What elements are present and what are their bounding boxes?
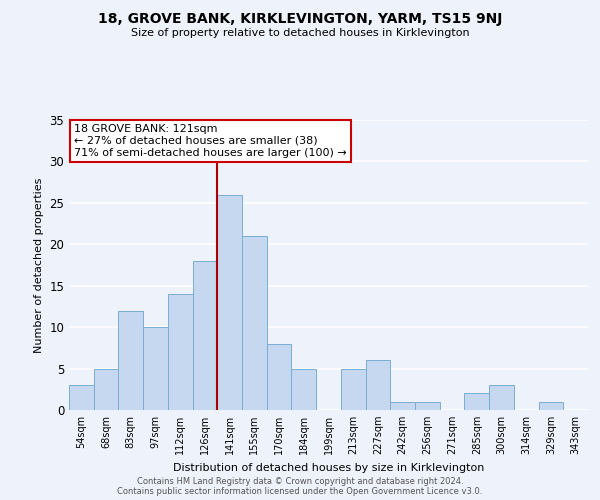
Bar — [390, 402, 415, 410]
Bar — [267, 344, 292, 410]
Text: 18, GROVE BANK, KIRKLEVINGTON, YARM, TS15 9NJ: 18, GROVE BANK, KIRKLEVINGTON, YARM, TS1… — [98, 12, 502, 26]
Bar — [193, 261, 217, 410]
Text: 18 GROVE BANK: 121sqm
← 27% of detached houses are smaller (38)
71% of semi-deta: 18 GROVE BANK: 121sqm ← 27% of detached … — [74, 124, 347, 158]
X-axis label: Distribution of detached houses by size in Kirklevington: Distribution of detached houses by size … — [173, 462, 484, 472]
Bar — [94, 368, 118, 410]
Bar — [539, 402, 563, 410]
Bar — [242, 236, 267, 410]
Bar — [365, 360, 390, 410]
Bar — [143, 327, 168, 410]
Bar — [168, 294, 193, 410]
Bar — [69, 385, 94, 410]
Bar — [118, 310, 143, 410]
Bar — [217, 194, 242, 410]
Bar — [489, 385, 514, 410]
Text: Contains public sector information licensed under the Open Government Licence v3: Contains public sector information licen… — [118, 487, 482, 496]
Y-axis label: Number of detached properties: Number of detached properties — [34, 178, 44, 352]
Bar — [415, 402, 440, 410]
Text: Contains HM Land Registry data © Crown copyright and database right 2024.: Contains HM Land Registry data © Crown c… — [137, 477, 463, 486]
Text: Size of property relative to detached houses in Kirklevington: Size of property relative to detached ho… — [131, 28, 469, 38]
Bar — [341, 368, 365, 410]
Bar — [464, 394, 489, 410]
Bar — [292, 368, 316, 410]
